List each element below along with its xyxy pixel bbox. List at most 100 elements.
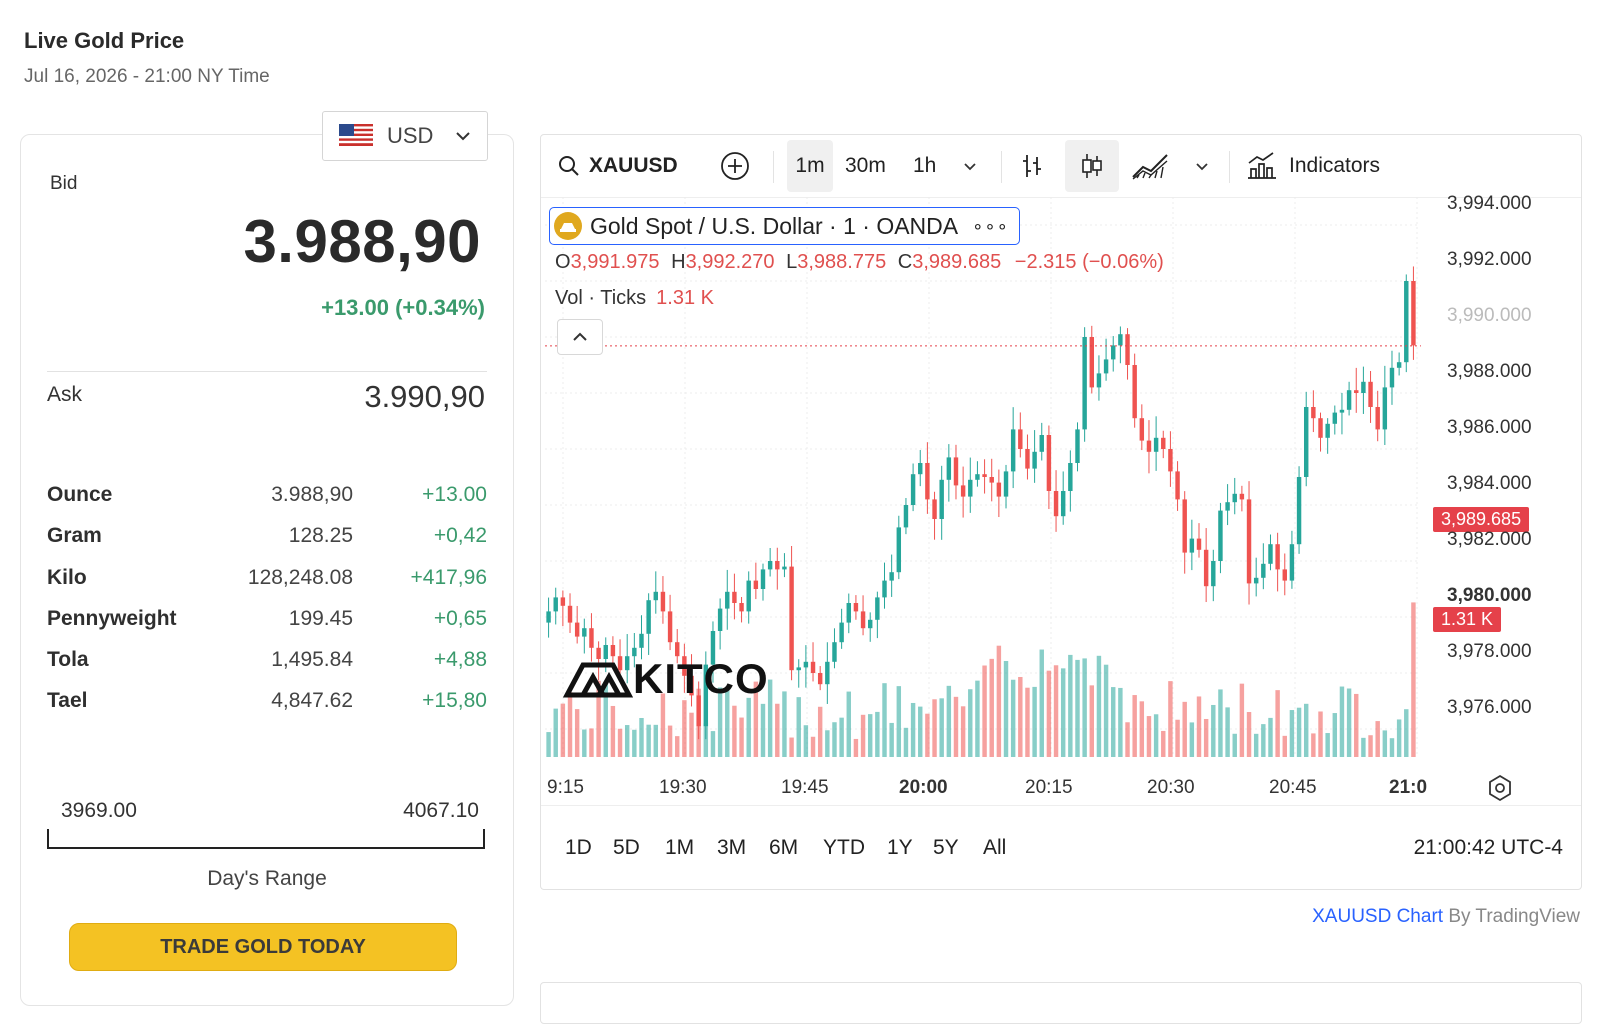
currency-select[interactable]: USD (322, 111, 488, 161)
compare-button[interactable] (719, 149, 751, 183)
volume-bar (767, 679, 773, 757)
volume-bar (1039, 649, 1044, 757)
range-ytd[interactable]: YTD (823, 836, 865, 859)
collapse-legend-button[interactable] (557, 319, 603, 355)
volume-bar (968, 689, 973, 757)
volume-bar (889, 722, 894, 757)
symbol-search[interactable]: XAUUSD (557, 149, 678, 183)
range-6m[interactable]: 6M (769, 836, 799, 859)
candle-body (567, 605, 573, 623)
volume-bar (817, 706, 823, 757)
toolbar-separator (773, 151, 774, 183)
volume-bar (1046, 670, 1052, 757)
range-3m[interactable]: 3M (717, 836, 747, 859)
candle-body (546, 611, 551, 623)
chart-settings-button[interactable] (1485, 773, 1515, 808)
candle-body (789, 566, 794, 671)
chevron-down-icon (1196, 163, 1208, 171)
candle-body (1053, 491, 1059, 517)
volume-bar (646, 724, 651, 757)
unit-price-table: Ounce 3.988,90 +13.00 Gram 128.25 +0,42 … (47, 483, 487, 731)
volume-bar (1175, 719, 1180, 757)
indicators-button[interactable]: Indicators (1245, 149, 1380, 183)
candle-body (703, 664, 709, 727)
volume-bar (1182, 701, 1187, 757)
candle-body (1032, 451, 1037, 469)
volume-bar (946, 685, 952, 757)
trade-gold-button[interactable]: TRADE GOLD TODAY (69, 923, 457, 971)
volume-bar (918, 706, 923, 757)
range-all[interactable]: All (983, 836, 1007, 859)
current-price-tag: 3,989.685 (1433, 507, 1530, 532)
range-1m[interactable]: 1M (665, 836, 695, 859)
candle-body (1025, 449, 1030, 469)
range-1d[interactable]: 1D (565, 836, 592, 859)
volume-bar (832, 722, 837, 757)
us-flag-icon (339, 124, 373, 146)
range-5d[interactable]: 5D (613, 836, 640, 859)
unit-name: Pennyweight (47, 606, 177, 630)
candle-body (825, 661, 830, 685)
candle-body (846, 603, 851, 623)
candle-body (775, 561, 780, 570)
unit-row-tola: Tola 1,495.84 +4,88 (47, 648, 487, 689)
interval-1h[interactable]: 1h (913, 154, 937, 177)
candle-body (1046, 435, 1052, 491)
candle-body (939, 479, 944, 519)
volume-bar (1196, 696, 1202, 757)
candle-body (1203, 549, 1209, 587)
volume-bar (574, 709, 580, 757)
volume-bar (982, 665, 987, 757)
candle-body (1375, 407, 1380, 430)
volume-bar (632, 729, 637, 757)
ohlc-o-label: O (555, 251, 571, 273)
candles-style-button[interactable] (1065, 140, 1119, 192)
candle-body (896, 527, 902, 573)
unit-row-gram: Gram 128.25 +0,42 (47, 524, 487, 565)
candle-body (1232, 493, 1237, 503)
volume-bar (1275, 690, 1280, 757)
plus-circle-icon (721, 152, 749, 180)
toolbar-separator (1229, 151, 1230, 183)
volume-bar (1339, 686, 1345, 757)
candle-body (975, 474, 980, 480)
range-5y[interactable]: 5Y (933, 836, 959, 859)
candle-body (810, 661, 816, 673)
ohlc-readout: O3,991.975 H3,992.270 L3,988.775 C3,989.… (555, 251, 1164, 274)
candlestick-chart (545, 197, 1421, 757)
volume-bar (1096, 655, 1102, 757)
bar-style-button[interactable] (1017, 149, 1047, 183)
chart-widget: XAUUSD 1m 30m 1h Indicators (540, 134, 1582, 890)
volume-bar (1068, 654, 1073, 757)
range-1y[interactable]: 1Y (887, 836, 913, 859)
candle-body (753, 580, 759, 589)
volume-bar (803, 725, 809, 757)
chart-type-button[interactable] (1131, 149, 1171, 183)
divider (47, 371, 487, 372)
price-axis-label: 3,986.000 (1447, 417, 1532, 438)
candle-body (910, 474, 916, 505)
interval-dropdown[interactable] (961, 149, 979, 183)
candle-body (796, 667, 801, 671)
xauusd-chart-link[interactable]: XAUUSD Chart (1312, 906, 1444, 927)
chart-toolbar: XAUUSD 1m 30m 1h Indicators (541, 135, 1581, 198)
more-icon[interactable]: ∘∘∘ (972, 215, 1009, 236)
candle-body (574, 622, 580, 637)
interval-30m[interactable]: 30m (845, 154, 886, 177)
chart-plot-area[interactable]: Gold Spot / U.S. Dollar · 1 · OANDA ∘∘∘ … (541, 193, 1581, 889)
volume-bar (1111, 687, 1116, 757)
candle-body (739, 603, 744, 612)
symbol-legend[interactable]: Gold Spot / U.S. Dollar · 1 · OANDA ∘∘∘ (549, 207, 1020, 245)
candle-body (1261, 563, 1266, 578)
candle-body (1018, 429, 1023, 449)
unit-change: +13.00 (422, 483, 487, 506)
volume-bar (846, 691, 851, 757)
range-bar: 1D 5D 1M 3M 6M YTD 1Y 5Y All 21:00:42 UT… (541, 805, 1581, 889)
area-chart-icon (1132, 154, 1168, 180)
price-axis-label: 3,976.000 (1447, 697, 1532, 718)
candle-body (803, 661, 809, 668)
interval-1m[interactable]: 1m (787, 140, 833, 192)
volume-bar (603, 681, 608, 757)
volume-bar (1239, 683, 1245, 757)
chart-type-dropdown[interactable] (1193, 149, 1211, 183)
